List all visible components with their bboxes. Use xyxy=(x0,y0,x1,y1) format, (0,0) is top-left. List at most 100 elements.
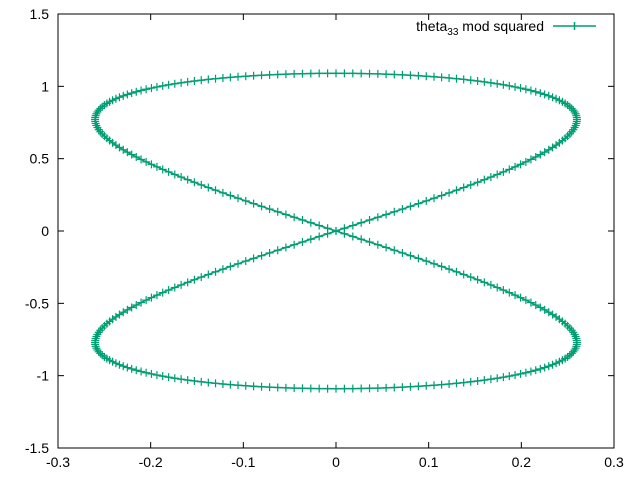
y-tick-label: 1.5 xyxy=(30,6,50,22)
data-point xyxy=(365,237,374,246)
data-point xyxy=(437,380,446,389)
data-point xyxy=(499,80,508,89)
data-point xyxy=(452,267,461,276)
data-point xyxy=(572,119,581,128)
data-point xyxy=(540,148,549,157)
data-point xyxy=(298,69,307,78)
data-point xyxy=(452,74,461,83)
data-point xyxy=(382,70,391,79)
data-point xyxy=(565,102,574,111)
data-point xyxy=(290,240,299,249)
data-point xyxy=(306,384,315,393)
data-point xyxy=(190,376,199,385)
data-point xyxy=(357,69,366,78)
data-point xyxy=(516,84,525,93)
data-point xyxy=(536,303,545,312)
data-point xyxy=(398,70,407,79)
data-point xyxy=(429,72,438,81)
data-point xyxy=(132,301,141,310)
data-point xyxy=(406,382,415,391)
data-point xyxy=(429,381,438,390)
x-tick-label: 0 xyxy=(332,454,340,470)
data-point xyxy=(445,265,454,274)
data-point xyxy=(572,334,581,343)
data-point xyxy=(445,73,454,82)
data-point xyxy=(540,305,549,314)
data-point xyxy=(531,87,540,96)
data-point xyxy=(234,194,243,203)
data-point xyxy=(127,150,136,159)
data-point xyxy=(137,155,146,164)
data-point xyxy=(526,86,535,95)
data-point xyxy=(281,243,290,252)
data-point xyxy=(365,384,374,393)
data-point xyxy=(132,87,141,96)
data-point xyxy=(123,148,132,157)
data-point xyxy=(226,73,235,82)
data-point xyxy=(257,251,266,260)
data-point xyxy=(123,90,132,99)
data-point xyxy=(190,178,199,187)
data-point xyxy=(177,78,186,87)
data-point xyxy=(123,305,132,314)
data-point xyxy=(437,262,446,271)
data-point xyxy=(373,213,382,222)
data-point xyxy=(290,69,299,78)
data-point xyxy=(544,362,553,371)
data-point xyxy=(571,121,580,130)
data-point xyxy=(111,359,120,368)
data-point xyxy=(127,364,136,373)
data-point xyxy=(493,170,502,179)
data-point xyxy=(108,96,117,105)
data-point xyxy=(93,123,102,132)
data-point xyxy=(536,150,545,159)
data-point xyxy=(511,82,520,91)
x-tick-label: -0.3 xyxy=(46,454,70,470)
data-point xyxy=(323,384,332,393)
data-point xyxy=(373,69,382,78)
data-point xyxy=(234,381,243,390)
data-point xyxy=(548,360,557,369)
data-point xyxy=(398,383,407,392)
data-point xyxy=(290,384,299,393)
data-point xyxy=(390,207,399,216)
data-point xyxy=(565,351,574,360)
data-point xyxy=(552,94,561,103)
data-point xyxy=(552,359,561,368)
data-point xyxy=(96,104,105,113)
data-point xyxy=(373,240,382,249)
data-point xyxy=(452,186,461,195)
data-point xyxy=(204,378,213,387)
data-point xyxy=(480,278,489,287)
data-point xyxy=(480,77,489,86)
data-point xyxy=(406,71,415,80)
data-point xyxy=(273,383,282,392)
data-point xyxy=(473,376,482,385)
data-point xyxy=(170,170,179,179)
data-point xyxy=(108,357,117,366)
data-point xyxy=(365,216,374,225)
data-point xyxy=(348,232,357,241)
data-point xyxy=(91,111,100,120)
data-point xyxy=(531,301,540,310)
data-point xyxy=(257,382,266,391)
x-tick-label: -0.1 xyxy=(231,454,255,470)
data-point xyxy=(94,347,103,356)
data-point xyxy=(315,384,324,393)
data-point xyxy=(516,293,525,302)
y-tick-label: 1 xyxy=(41,78,49,94)
data-point xyxy=(158,165,167,174)
data-point xyxy=(265,383,274,392)
data-point xyxy=(544,145,553,154)
data-point xyxy=(340,384,349,393)
data-point xyxy=(142,368,151,377)
data-point xyxy=(164,167,173,176)
data-point xyxy=(373,384,382,393)
data-point xyxy=(211,186,220,195)
data-point xyxy=(445,188,454,197)
data-point xyxy=(459,75,468,84)
data-point xyxy=(315,221,324,230)
data-point xyxy=(257,71,266,80)
data-point xyxy=(382,383,391,392)
data-point xyxy=(147,84,156,93)
